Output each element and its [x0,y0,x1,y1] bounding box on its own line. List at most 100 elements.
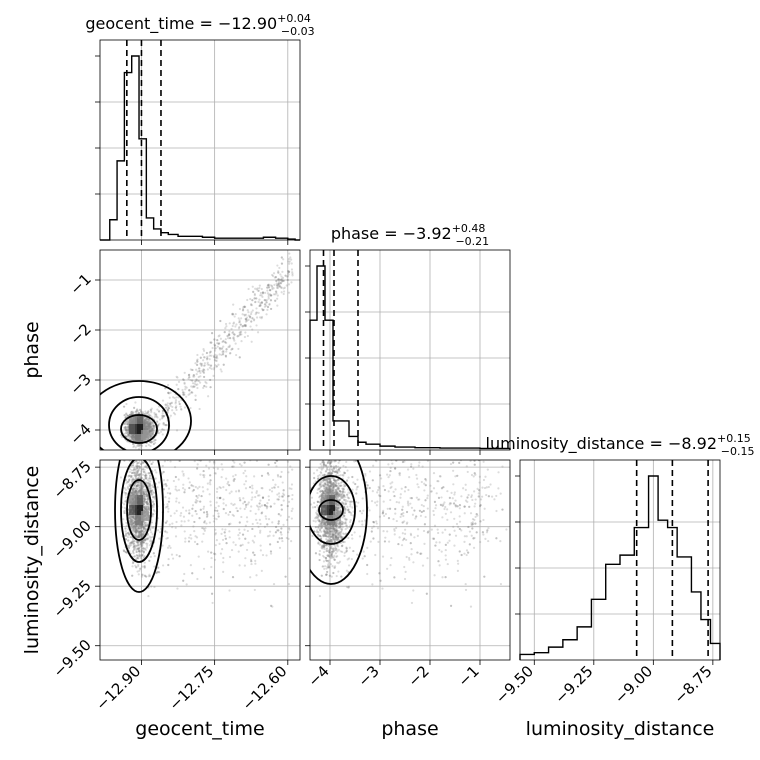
sample-point [290,483,294,486]
sample-point [142,470,146,474]
sample-point [150,428,154,432]
sample-point [149,429,152,432]
sample-point [205,522,208,525]
sample-point [149,430,152,433]
sample-point [170,402,173,405]
sample-point [139,534,142,537]
sample-point [253,294,256,297]
sample-point [152,513,155,516]
sample-point [140,484,143,488]
sample-point [188,389,191,392]
sample-point [142,530,146,533]
sample-point [195,536,199,539]
sample-point [225,542,228,545]
sample-point [206,357,209,360]
sample-point [144,427,147,430]
sample-point [245,475,248,478]
sample-point [133,540,136,543]
sample-point [144,427,147,430]
sample-point [150,491,153,494]
sample-point [149,538,152,542]
sample-point [149,422,152,426]
sample-point [143,521,146,524]
sample-point [135,490,139,493]
sample-point [287,515,291,518]
sample-point [148,422,152,426]
sample-point [139,408,142,411]
sample-point [163,460,166,463]
sample-point [130,410,134,413]
sample-point [185,395,188,398]
sample-point [149,431,152,434]
sample-point [220,463,223,466]
sample-point [196,386,199,390]
sample-point [219,496,222,499]
sample-point [138,536,141,539]
sample-point [131,488,134,491]
sample-point [140,575,144,578]
sample-point [266,523,269,526]
sample-point [209,483,212,486]
sample-point [269,604,273,607]
sample-point [133,548,136,551]
sample-point [130,541,133,544]
sample-point [263,298,266,302]
sample-point [136,465,139,468]
sample-point [134,446,137,449]
sample-point [217,515,220,518]
sample-point [137,491,140,494]
sample-point [216,338,219,342]
sample-point [131,439,135,442]
sample-point [269,552,273,555]
sample-point [253,318,256,321]
sample-point [251,522,254,526]
sample-point [208,521,212,524]
sample-point [143,422,146,425]
sample-point [256,331,260,334]
sample-point [251,487,254,490]
sample-point [149,436,152,439]
sample-point [147,423,150,426]
sample-point [147,424,150,427]
sample-point [208,460,211,463]
sample-point [144,528,147,531]
sample-point [130,527,133,530]
sample-point [247,287,250,291]
sample-point [133,544,136,548]
sample-point [194,535,197,538]
title-upper-error: +0.04 [277,12,311,25]
sample-point [149,489,152,492]
sample-point [143,418,146,422]
sample-point [199,426,201,428]
sample-point [135,531,138,534]
sample-point [130,522,134,525]
sample-point [134,529,138,532]
sample-point [171,396,175,399]
sample-point [131,522,134,526]
sample-point [189,368,192,371]
sample-point [141,460,144,464]
sample-point [124,427,127,431]
sample-point [266,308,269,311]
sample-point [146,422,149,425]
sample-point [243,314,246,317]
sample-point [153,496,156,499]
sample-point [277,277,280,281]
sample-point [164,403,167,406]
sample-point [169,391,172,394]
sample-point [131,549,135,553]
sample-point [138,551,141,554]
sample-point [275,284,279,287]
sample-point [140,529,144,533]
sample-point [143,426,146,430]
sample-point [146,427,149,430]
sample-point [144,477,147,480]
sample-point [144,507,148,510]
sample-point [145,508,148,512]
sample-point [126,532,130,535]
sample-point [187,540,191,543]
sample-point [130,479,134,482]
sample-point [140,487,144,490]
sample-point [255,491,258,494]
sample-point [131,515,134,519]
